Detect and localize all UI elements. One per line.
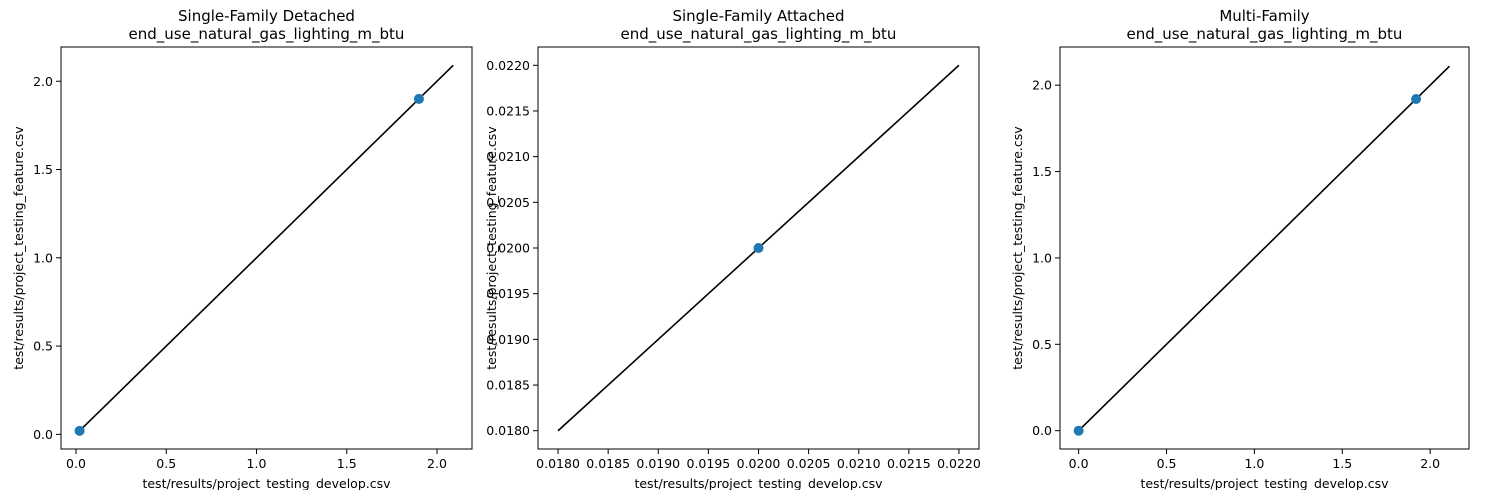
- x-tick-label: 1.5: [337, 456, 357, 471]
- y-tick-label: 0.0: [33, 427, 53, 442]
- y-axis-label: test/results/project_testing_feature.csv: [11, 126, 26, 370]
- x-axis-label: test/results/project_testing_develop.csv: [634, 476, 883, 490]
- y-tick-label: 1.0: [33, 250, 53, 265]
- data-point: [753, 243, 764, 253]
- reference-line: [1078, 65, 1451, 432]
- y-tick-label: 1.0: [1032, 250, 1052, 265]
- x-tick-label: 0.0: [1069, 456, 1089, 471]
- subplot-3: Multi-Family end_use_natural_gas_lighting…: [1010, 7, 1470, 490]
- subplot-title: Single-Family Attached end_use_natural_ga…: [621, 7, 897, 44]
- y-tick-label: 0.0210: [486, 149, 530, 164]
- data-point: [413, 93, 424, 104]
- y-tick-label: 1.5: [1032, 164, 1052, 179]
- y-axis-label: test/results/project_testing_feature.csv: [484, 126, 499, 370]
- y-tick-label: 2.0: [1032, 78, 1052, 93]
- subplot-1: Single-Family Detached end_use_natural_ga…: [11, 7, 473, 490]
- subplot-title-line: end_use_natural_gas_lighting_m_btu: [621, 25, 897, 44]
- y-tick-label: 0.0220: [486, 58, 530, 73]
- y-tick-label: 1.5: [33, 162, 53, 177]
- subplot-title-line: Single-Family Detached: [178, 7, 355, 25]
- x-tick-label: 0.0195: [687, 456, 731, 471]
- y-tick-label: 0.0: [1032, 423, 1052, 438]
- x-tick-label: 0.5: [1157, 456, 1177, 471]
- subplot-title-line: Single-Family Attached: [672, 7, 844, 25]
- subplot-2: Single-Family Attached end_use_natural_ga…: [484, 7, 981, 490]
- y-tick-label: 0.0195: [486, 286, 530, 301]
- y-tick-label: 0.0200: [486, 241, 530, 256]
- x-tick-label: 0.0215: [887, 456, 931, 471]
- x-tick-label: 1.0: [1244, 456, 1264, 471]
- axes-frame: [1059, 46, 1470, 450]
- x-tick-label: 0.0220: [937, 456, 981, 471]
- x-tick-label: 0.0210: [837, 456, 881, 471]
- x-tick-label: 0.0205: [787, 456, 831, 471]
- y-tick-label: 0.0190: [486, 332, 530, 347]
- subplot-title-line: end_use_natural_gas_lighting_m_btu: [1127, 25, 1403, 44]
- y-tick-label: 0.0205: [486, 195, 530, 210]
- y-tick-label: 2.0: [33, 74, 53, 89]
- x-tick-label: 0.0200: [737, 456, 781, 471]
- x-axis-label: test/results/project_testing_develop.csv: [1140, 476, 1389, 490]
- y-axis-label: test/results/project_testing_feature.csv: [1010, 126, 1025, 370]
- data-point: [1411, 93, 1422, 104]
- y-tick-label: 0.0180: [486, 423, 530, 438]
- x-tick-label: 1.5: [1332, 456, 1352, 471]
- x-tick-label: 0.5: [156, 456, 176, 471]
- x-tick-label: 0.0: [66, 456, 86, 471]
- reference-line: [79, 64, 454, 432]
- x-axis-label: test/results/project_testing_develop.csv: [142, 476, 391, 490]
- data-point: [74, 425, 85, 436]
- subplot-title: Single-Family Detached end_use_natural_ga…: [129, 7, 405, 44]
- data-point: [1073, 425, 1084, 436]
- x-tick-label: 0.0180: [536, 456, 580, 471]
- y-tick-label: 0.0215: [486, 103, 530, 118]
- subplot-title-line: end_use_natural_gas_lighting_m_btu: [129, 25, 405, 44]
- x-tick-label: 0.0185: [586, 456, 630, 471]
- axes-frame: [60, 46, 473, 450]
- subplot-title-line: Multi-Family: [1219, 7, 1309, 25]
- y-tick-label: 0.0185: [486, 378, 530, 393]
- y-tick-label: 0.5: [33, 339, 53, 354]
- subplot-title: Multi-Family end_use_natural_gas_lighting…: [1127, 7, 1403, 44]
- x-tick-label: 2.0: [1420, 456, 1440, 471]
- x-tick-label: 2.0: [427, 456, 447, 471]
- x-tick-label: 0.0190: [636, 456, 680, 471]
- x-tick-label: 1.0: [247, 456, 267, 471]
- y-tick-label: 0.5: [1032, 337, 1052, 352]
